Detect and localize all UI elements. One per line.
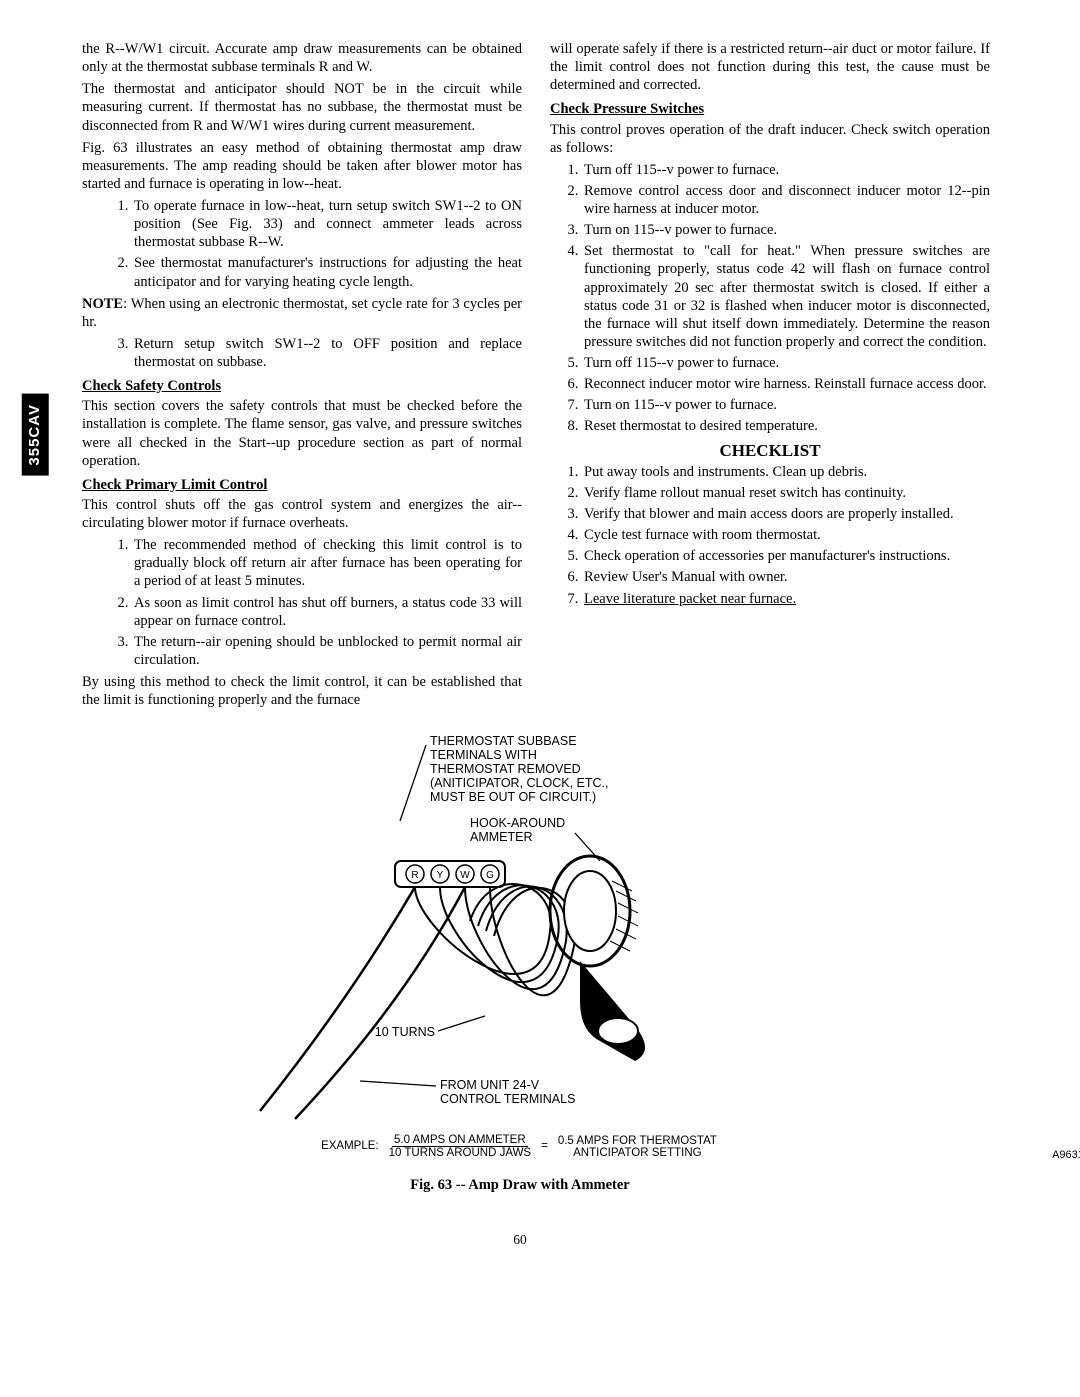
list-item: Return setup switch SW1--2 to OFF positi…	[132, 335, 522, 371]
figure-code: A96316	[1052, 1149, 1080, 1162]
fraction-top: 5.0 AMPS ON AMMETER	[392, 1134, 528, 1147]
list-item: As soon as limit control has shut off bu…	[132, 594, 522, 630]
list-item: Remove control access door and disconnec…	[582, 182, 990, 218]
fig-label: HOOK-AROUND	[470, 816, 565, 830]
procedure-list: To operate furnace in low--heat, turn se…	[82, 197, 522, 291]
figure-63: THERMOSTAT SUBBASE TERMINALS WITH THERMO…	[210, 731, 830, 1194]
note-paragraph: NOTE: When using an electronic thermosta…	[82, 295, 522, 331]
list-item: Reset thermostat to desired temperature.	[582, 417, 990, 435]
list-item: Leave literature packet near furnace.	[582, 590, 990, 608]
list-item: Check operation of accessories per manuf…	[582, 547, 990, 565]
figure-caption: Fig. 63 -- Amp Draw with Ammeter	[410, 1177, 629, 1193]
body-text: This section covers the safety controls …	[82, 397, 522, 470]
example-fraction-left: 5.0 AMPS ON AMMETER 10 TURNS AROUND JAWS	[387, 1134, 534, 1159]
ammeter-diagram-svg: THERMOSTAT SUBBASE TERMINALS WITH THERMO…	[240, 731, 800, 1126]
list-item: The recommended method of checking this …	[132, 536, 522, 590]
ammeter-icon	[550, 856, 645, 1061]
right-column: will operate safely if there is a restri…	[550, 40, 990, 713]
fig-label: FROM UNIT 24-V	[440, 1078, 540, 1092]
figure-example-row: EXAMPLE: 5.0 AMPS ON AMMETER 10 TURNS AR…	[210, 1134, 830, 1159]
body-text: The thermostat and anticipator should NO…	[82, 80, 522, 134]
note-body: : When using an electronic thermostat, s…	[82, 296, 522, 330]
list-item: Cycle test furnace with room thermostat.	[582, 526, 990, 544]
body-text: will operate safely if there is a restri…	[550, 40, 990, 94]
list-item: Verify that blower and main access doors…	[582, 505, 990, 523]
list-item: See thermostat manufacturer's instructio…	[132, 254, 522, 290]
body-text: This control shuts off the gas control s…	[82, 496, 522, 532]
fig-label: THERMOSTAT REMOVED	[430, 762, 581, 776]
procedure-list: Return setup switch SW1--2 to OFF positi…	[82, 335, 522, 371]
body-text: Fig. 63 illustrates an easy method of ob…	[82, 139, 522, 193]
section-heading-primary-limit: Check Primary Limit Control	[82, 476, 522, 494]
procedure-list: Turn off 115--v power to furnace. Remove…	[550, 161, 990, 436]
list-item: Put away tools and instruments. Clean up…	[582, 463, 990, 481]
model-side-tab: 355CAV	[22, 394, 49, 476]
body-text: the R--W/W1 circuit. Accurate amp draw m…	[82, 40, 522, 76]
list-item: To operate furnace in low--heat, turn se…	[132, 197, 522, 251]
example-fraction-right: 0.5 AMPS FOR THERMOSTAT ANTICIPATOR SETT…	[556, 1135, 719, 1159]
list-item: Turn off 115--v power to furnace.	[582, 161, 990, 179]
fig-label: TERMINALS WITH	[430, 748, 537, 762]
fig-label: AMMETER	[470, 830, 533, 844]
section-heading-safety: Check Safety Controls	[82, 377, 522, 395]
list-item: Set thermostat to "call for heat." When …	[582, 242, 990, 351]
fraction-top: 0.5 AMPS FOR THERMOSTAT	[556, 1135, 719, 1147]
body-text: By using this method to check the limit …	[82, 673, 522, 709]
left-column: the R--W/W1 circuit. Accurate amp draw m…	[82, 40, 522, 713]
checklist-list: Put away tools and instruments. Clean up…	[550, 463, 990, 608]
list-item: Verify flame rollout manual reset switch…	[582, 484, 990, 502]
terminal-label: R	[411, 870, 418, 881]
section-heading-pressure-switches: Check Pressure Switches	[550, 100, 990, 118]
list-item: Turn on 115--v power to furnace.	[582, 221, 990, 239]
equals-sign: =	[541, 1140, 548, 1153]
fig-label: MUST BE OUT OF CIRCUIT.)	[430, 790, 596, 804]
fig-label: 10 TURNS	[375, 1025, 435, 1039]
terminal-label: W	[460, 870, 470, 881]
procedure-list: The recommended method of checking this …	[82, 536, 522, 669]
list-item: Turn on 115--v power to furnace.	[582, 396, 990, 414]
list-item: Turn off 115--v power to furnace.	[582, 354, 990, 372]
list-item: Reconnect inducer motor wire harness. Re…	[582, 375, 990, 393]
fraction-bottom: 10 TURNS AROUND JAWS	[387, 1147, 534, 1159]
body-text: This control proves operation of the dra…	[550, 121, 990, 157]
page-number: 60	[40, 1232, 1000, 1249]
note-lead: NOTE	[82, 296, 123, 312]
checklist-heading: CHECKLIST	[550, 440, 990, 461]
fig-label: (ANITICIPATOR, CLOCK, ETC.,	[430, 776, 609, 790]
fig-label: CONTROL TERMINALS	[440, 1092, 575, 1106]
list-item-underlined: Leave literature packet near furnace.	[584, 591, 796, 607]
fraction-bottom: ANTICIPATOR SETTING	[571, 1147, 703, 1159]
terminal-label: Y	[437, 870, 444, 881]
example-lead: EXAMPLE:	[321, 1140, 379, 1153]
list-item: The return--air opening should be unbloc…	[132, 633, 522, 669]
two-column-body: the R--W/W1 circuit. Accurate amp draw m…	[82, 40, 1000, 713]
list-item: Review User's Manual with owner.	[582, 568, 990, 586]
fig-label: THERMOSTAT SUBBASE	[430, 734, 577, 748]
terminal-label: G	[486, 870, 494, 881]
